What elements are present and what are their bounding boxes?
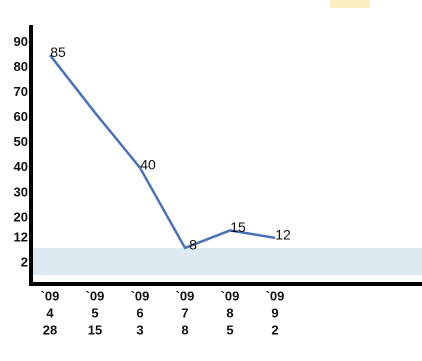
data-label: 15 <box>230 219 246 235</box>
x-tick-label: `09 <box>266 288 285 303</box>
x-tick-label: 8 <box>181 322 188 337</box>
x-tick-label: 8 <box>226 305 233 320</box>
y-tick-label: 80 <box>14 59 28 74</box>
y-tick-label: 2 <box>21 254 28 269</box>
x-tick-label: 15 <box>88 322 102 337</box>
x-tick-label: 2 <box>271 322 278 337</box>
y-tick-label: 20 <box>14 209 28 224</box>
x-tick-label: `09 <box>176 288 195 303</box>
x-tick-label: 3 <box>136 322 143 337</box>
x-tick-label: 6 <box>136 305 143 320</box>
x-tick-label: 28 <box>43 322 57 337</box>
x-tick-label: `09 <box>41 288 60 303</box>
y-tick-label: 30 <box>14 184 28 199</box>
x-tick-label: `09 <box>86 288 105 303</box>
data-label: 8 <box>189 237 197 253</box>
x-tick-label: 4 <box>46 305 54 320</box>
decoration <box>330 0 370 8</box>
data-label: 40 <box>140 156 156 172</box>
x-tick-label: 7 <box>181 305 188 320</box>
data-line <box>49 54 276 250</box>
y-tick-label: 90 <box>14 34 28 49</box>
y-tick-label: 50 <box>14 134 28 149</box>
x-tick-label: `09 <box>221 288 240 303</box>
data-label: 12 <box>275 227 291 243</box>
highlight-band <box>31 248 422 275</box>
x-tick-label: `09 <box>131 288 150 303</box>
x-tick-label: 5 <box>91 305 98 320</box>
y-tick-label: 70 <box>14 84 28 99</box>
data-label: 85 <box>50 44 66 60</box>
y-tick-label: 60 <box>14 109 28 124</box>
x-tick-label: 9 <box>271 305 278 320</box>
y-tick-label: 40 <box>14 159 28 174</box>
y-tick-label: 12 <box>14 229 28 244</box>
x-tick-label: 5 <box>226 322 233 337</box>
